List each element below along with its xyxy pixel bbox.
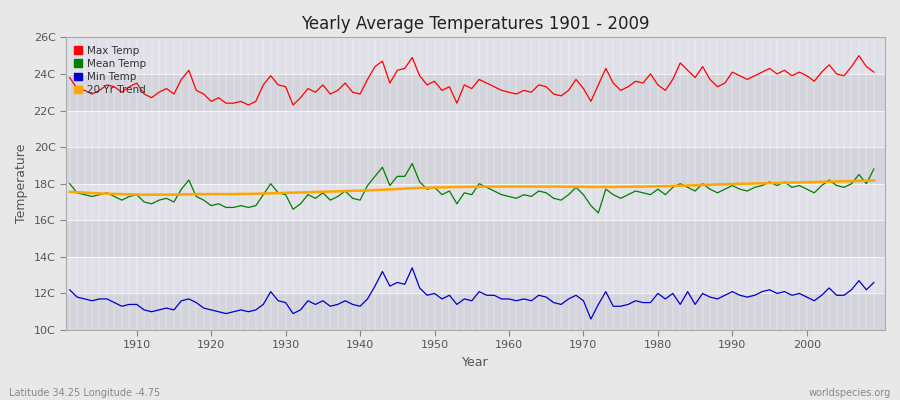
Text: Latitude 34.25 Longitude -4.75: Latitude 34.25 Longitude -4.75 bbox=[9, 388, 160, 398]
Bar bbox=[66, 184, 885, 220]
Bar bbox=[66, 110, 885, 147]
Bar bbox=[66, 220, 885, 257]
Legend: Max Temp, Mean Temp, Min Temp, 20 Yr Trend: Max Temp, Mean Temp, Min Temp, 20 Yr Tre… bbox=[71, 42, 149, 98]
Bar bbox=[66, 74, 885, 110]
Bar bbox=[66, 257, 885, 294]
Bar bbox=[66, 294, 885, 330]
X-axis label: Year: Year bbox=[463, 356, 489, 369]
Bar bbox=[66, 147, 885, 184]
Y-axis label: Temperature: Temperature bbox=[15, 144, 28, 223]
Text: worldspecies.org: worldspecies.org bbox=[809, 388, 891, 398]
Bar bbox=[66, 37, 885, 74]
Title: Yearly Average Temperatures 1901 - 2009: Yearly Average Temperatures 1901 - 2009 bbox=[302, 15, 650, 33]
